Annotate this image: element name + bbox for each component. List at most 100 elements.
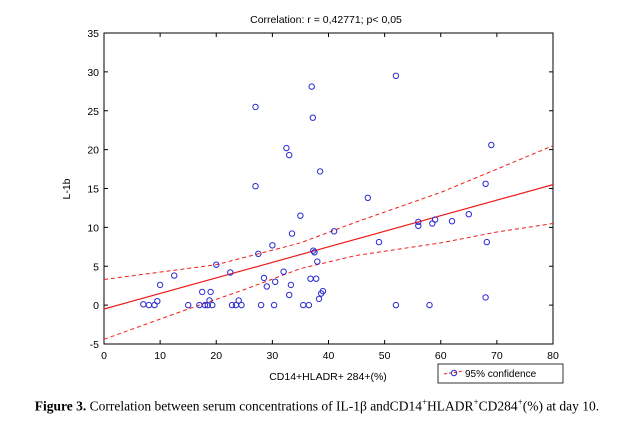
data-point xyxy=(297,212,304,219)
data-point xyxy=(482,294,489,301)
data-point xyxy=(431,216,439,223)
y-tick-label: 25 xyxy=(87,106,99,118)
y-tick-label: 0 xyxy=(93,300,99,312)
data-point xyxy=(288,230,296,237)
data-point xyxy=(270,301,278,309)
data-point xyxy=(201,301,209,309)
caption-text-cd284: CD284 xyxy=(478,398,518,414)
data-point xyxy=(235,297,242,304)
caption-sup-1: + xyxy=(421,397,428,407)
data-point xyxy=(465,211,472,218)
data-point xyxy=(311,249,318,256)
legend-box xyxy=(437,363,564,384)
data-point xyxy=(272,278,279,285)
data-point xyxy=(213,261,220,268)
data-point xyxy=(375,238,383,246)
y-tick-label: 5 xyxy=(93,261,99,273)
data-point xyxy=(206,297,213,304)
data-point xyxy=(263,283,270,290)
x-axis-title: CD14+HLADR+ 284+(%) xyxy=(269,371,387,383)
y-axis-title: L-1b xyxy=(61,178,73,199)
x-tick-label: 10 xyxy=(154,350,166,362)
data-point xyxy=(364,194,371,202)
data-point xyxy=(156,281,164,289)
data-point xyxy=(227,269,234,276)
chart-title: Correlation: r = 0,42771; p< 0,05 xyxy=(250,14,402,26)
data-point xyxy=(448,218,456,225)
data-point xyxy=(426,301,433,309)
data-point xyxy=(314,258,321,265)
data-point xyxy=(287,281,295,289)
x-tick-label: 60 xyxy=(435,350,447,362)
data-point xyxy=(310,247,317,254)
data-point xyxy=(488,141,495,149)
data-point xyxy=(238,301,245,309)
data-point xyxy=(309,114,316,121)
figure-caption: Figure 3. Correlation between serum conc… xyxy=(0,397,634,415)
y-tick-label: -5 xyxy=(90,339,99,351)
data-point xyxy=(286,291,293,299)
y-tick-label: 15 xyxy=(87,184,99,196)
confidence-lower-line xyxy=(103,223,554,340)
data-point xyxy=(330,228,338,235)
x-tick-label: 40 xyxy=(323,350,335,362)
data-point xyxy=(392,72,400,80)
x-tick-label: 80 xyxy=(547,350,559,362)
data-point xyxy=(313,275,320,282)
data-point xyxy=(483,238,490,246)
plot-area xyxy=(103,32,554,345)
caption-sup-2: + xyxy=(473,397,479,407)
data-point xyxy=(209,301,216,309)
data-point xyxy=(207,288,214,296)
caption-text-end: (%) at day 10. xyxy=(522,398,600,414)
x-tick-label: 20 xyxy=(210,350,222,362)
data-point xyxy=(482,180,489,188)
data-point xyxy=(154,298,161,305)
legend-line-swatch xyxy=(443,370,465,375)
data-point xyxy=(257,301,265,309)
x-tick-label: 50 xyxy=(379,350,391,362)
data-point xyxy=(252,103,259,111)
data-point xyxy=(415,218,422,226)
data-point xyxy=(260,274,268,282)
data-point xyxy=(199,288,206,296)
confidence-upper-line xyxy=(103,145,554,280)
x-tick-label: 0 xyxy=(101,350,107,362)
caption-sup-3: + xyxy=(517,397,523,407)
data-point xyxy=(185,301,192,309)
confidence-band xyxy=(103,145,554,340)
regression-line-group xyxy=(103,184,554,310)
chart-frame: 0 10 20 30 40 50 60 70 80 -5 0 5 10 15 20 25 30 35 Correl… xyxy=(61,14,564,384)
data-point xyxy=(228,301,236,309)
legend-point-swatch xyxy=(450,369,458,377)
data-point xyxy=(171,272,178,279)
data-point xyxy=(255,250,262,258)
data-point xyxy=(305,301,313,309)
legend: 95% confidence xyxy=(437,363,564,384)
data-point xyxy=(252,183,259,190)
data-point xyxy=(316,168,324,175)
data-point xyxy=(283,144,290,152)
data-point xyxy=(319,287,327,295)
caption-text-hladr: HLADR xyxy=(427,398,474,414)
regression-line xyxy=(103,184,554,310)
caption-text-1: Correlation between serum concentrations… xyxy=(86,398,422,414)
data-point xyxy=(269,242,276,249)
data-point xyxy=(286,151,293,159)
y-tick-label: 20 xyxy=(87,145,99,157)
data-point xyxy=(308,83,315,90)
data-point xyxy=(415,222,422,230)
y-tick-label: 35 xyxy=(87,28,99,40)
data-point xyxy=(315,295,323,303)
data-points xyxy=(140,72,495,309)
figure-label: Figure 3. xyxy=(34,398,87,414)
legend-label: 95% confidence xyxy=(465,369,537,380)
x-tick-label: 30 xyxy=(267,350,279,362)
data-point xyxy=(392,301,400,309)
data-point xyxy=(280,268,287,275)
y-tick-label: 10 xyxy=(87,222,99,234)
y-tick-label: 30 xyxy=(87,67,99,79)
x-tick-label: 70 xyxy=(491,350,503,362)
